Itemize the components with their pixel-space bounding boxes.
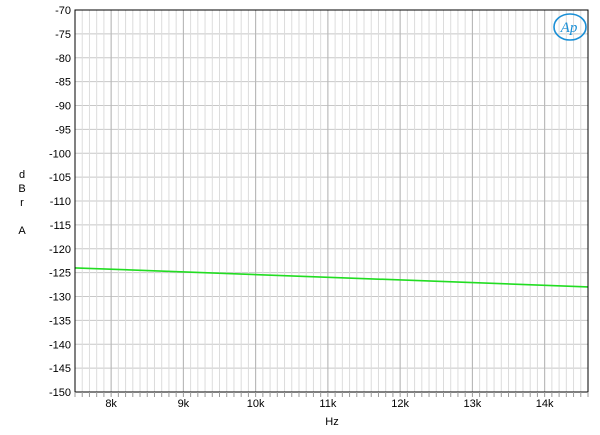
y-tick-labels: -70 -75 -80 -85 -90 -95 -100 -105 -110 -115 -120 -1… bbox=[49, 5, 71, 399]
traces bbox=[75, 267, 588, 288]
y-tick-label: -70 bbox=[55, 5, 71, 17]
x-tick-label: 12k bbox=[391, 398, 409, 410]
x-minor-ticks bbox=[74, 392, 589, 397]
y-tick-label: -140 bbox=[49, 339, 71, 351]
y-tick-label: -105 bbox=[49, 172, 71, 184]
x-tick-label: 8k bbox=[105, 398, 117, 410]
y-tick-label: -150 bbox=[49, 387, 71, 399]
y-tick-label: -115 bbox=[50, 220, 71, 232]
x-tick-label: 13k bbox=[464, 398, 482, 410]
y-axis-label-char: r bbox=[20, 197, 24, 209]
y-tick-label: -125 bbox=[49, 268, 71, 280]
y-tick-label: -110 bbox=[50, 196, 71, 208]
x-tick-label: 11k bbox=[319, 398, 336, 410]
y-tick-label: -130 bbox=[49, 292, 71, 304]
y-tick-label: -145 bbox=[49, 363, 71, 375]
y-tick-label: -120 bbox=[49, 244, 71, 256]
y-tick-label: -75 bbox=[55, 29, 71, 41]
ap-logo-text: Ap bbox=[560, 20, 578, 36]
y-tick-label: -135 bbox=[49, 315, 71, 327]
grid-lines bbox=[74, 9, 589, 393]
y-axis-label: d B r A bbox=[18, 169, 26, 237]
plot-frame bbox=[74, 9, 589, 393]
ap-logo: Ap bbox=[553, 13, 587, 41]
x-tick-label: 9k bbox=[178, 398, 190, 410]
y-axis-label-char: d bbox=[19, 169, 25, 181]
x-tick-label: 14k bbox=[536, 398, 554, 410]
y-tick-label: -90 bbox=[55, 101, 71, 113]
y-tick-label: -85 bbox=[55, 77, 71, 89]
x-axis-label: Hz bbox=[325, 416, 338, 428]
y-tick-label: -80 bbox=[55, 53, 71, 65]
x-tick-label: 10k bbox=[247, 398, 265, 410]
y-axis-label-char: A bbox=[18, 225, 26, 237]
series-line-2 bbox=[75, 267, 588, 288]
y-axis-label-char: B bbox=[18, 183, 25, 195]
y-tick-label: -100 bbox=[49, 148, 71, 160]
x-tick-labels: 8k 9k 10k 11k 12k 13k 14k bbox=[105, 398, 554, 410]
y-tick-label: -95 bbox=[55, 124, 71, 136]
